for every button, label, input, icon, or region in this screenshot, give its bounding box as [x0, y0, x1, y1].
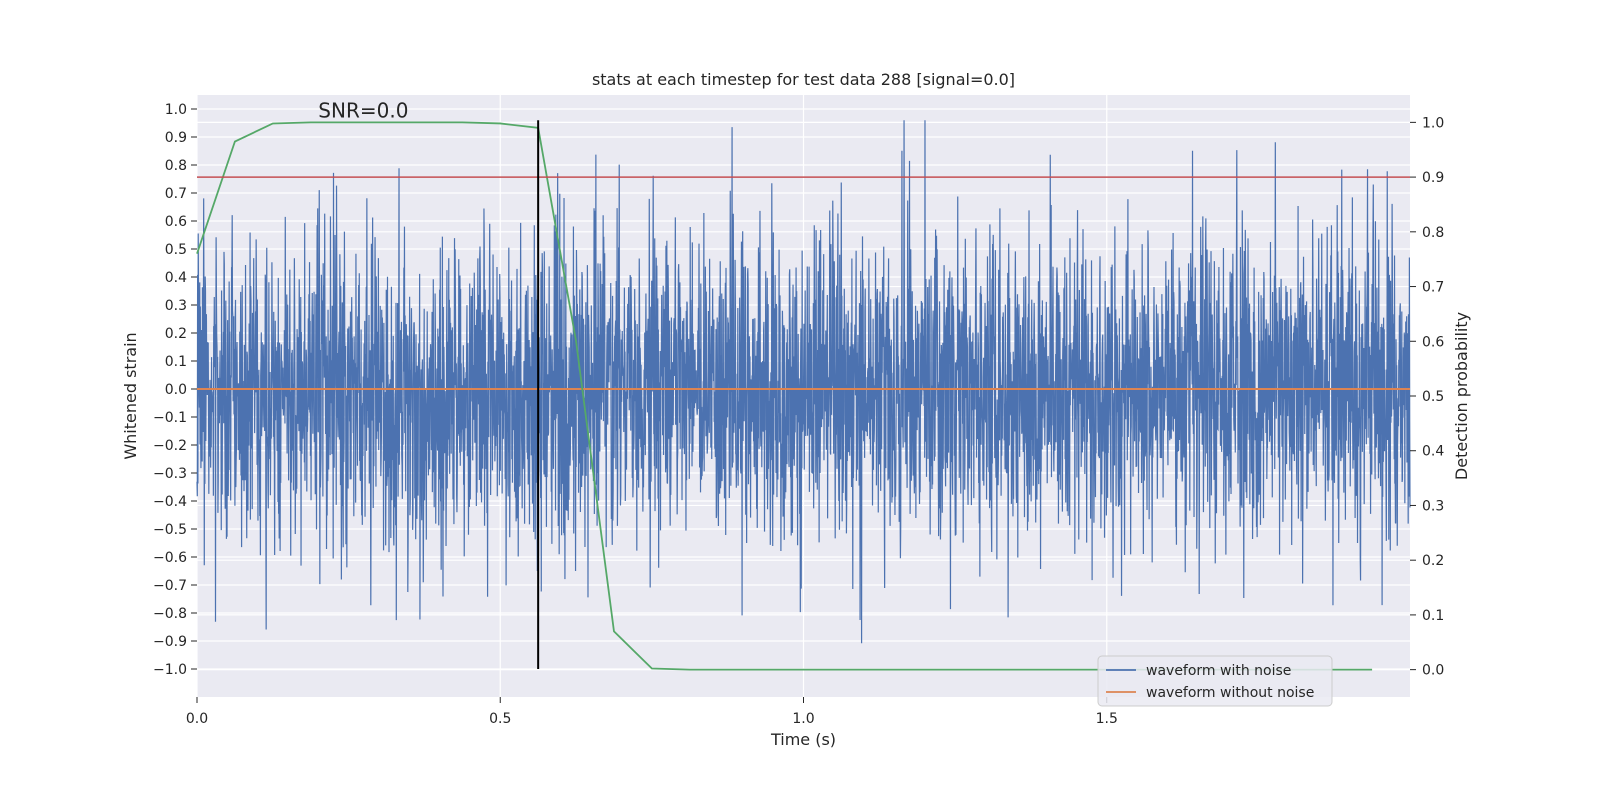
- y-tick-label: −0.9: [153, 634, 187, 650]
- y2-tick-label: 0.2: [1422, 553, 1444, 569]
- x-tick-label: 0.0: [186, 711, 208, 727]
- y2-tick-label: 0.8: [1422, 225, 1444, 241]
- y2-axis-label: Detection probability: [1452, 312, 1471, 480]
- y-tick-label: −0.8: [153, 606, 187, 622]
- y-tick-label: −0.6: [153, 550, 187, 566]
- y-axis-left: 1.0 0.9 0.8 0.7 0.6 0.5 0.4 0.3 0.2 0.1 0.0 −0.1 −0.…: [153, 102, 197, 678]
- y2-tick-label: 0.9: [1422, 170, 1444, 186]
- y-tick-label: −0.3: [153, 466, 187, 482]
- y-axis-right: 1.0 0.9 0.8 0.7 0.6 0.5 0.4 0.3 0.2 0.1 0.0: [1410, 115, 1444, 679]
- x-tick-label: 0.5: [489, 711, 511, 727]
- snr-annotation: SNR=0.0: [318, 98, 408, 122]
- y-axis-label: Whitened strain: [121, 332, 140, 459]
- legend-box: [1097, 655, 1333, 707]
- y-tick-label: 0.6: [165, 214, 187, 230]
- y-tick-label: 0.5: [165, 242, 187, 258]
- y-tick-label: 0.1: [165, 354, 187, 370]
- y-tick-label: 0.3: [165, 298, 187, 314]
- chart-title: stats at each timestep for test data 288…: [592, 70, 1015, 89]
- y-tick-label: 0.0: [165, 382, 187, 398]
- y2-tick-label: 0.3: [1422, 498, 1444, 514]
- y2-tick-label: 0.5: [1422, 389, 1444, 405]
- y2-tick-label: 0.1: [1422, 608, 1444, 624]
- y-tick-label: −0.1: [153, 410, 187, 426]
- y2-tick-label: 1.0: [1422, 115, 1444, 131]
- y-tick-label: 0.4: [165, 270, 187, 286]
- y-tick-label: −0.4: [153, 494, 187, 510]
- y2-tick-label: 0.7: [1422, 280, 1444, 296]
- y-tick-label: −0.2: [153, 438, 187, 454]
- y-tick-label: −1.0: [153, 662, 187, 678]
- y2-tick-label: 0.4: [1422, 444, 1444, 460]
- y2-tick-label: 0.0: [1422, 663, 1444, 679]
- y-tick-label: −0.7: [153, 578, 187, 594]
- series-waveform-with-noise: [196, 120, 1411, 644]
- legend-label: waveform without noise: [1146, 685, 1314, 701]
- y-tick-label: −0.5: [153, 522, 187, 538]
- y2-tick-label: 0.6: [1422, 334, 1444, 350]
- x-axis: 0.0 0.5 1.0 1.5: [186, 697, 1118, 727]
- y-tick-label: 0.9: [165, 130, 187, 146]
- x-tick-label: 1.5: [1096, 711, 1118, 727]
- x-tick-label: 1.0: [792, 711, 814, 727]
- y-tick-label: 0.8: [165, 158, 187, 174]
- y-tick-label: 1.0: [165, 102, 187, 118]
- y-tick-label: 0.7: [165, 186, 187, 202]
- legend-label: waveform with noise: [1146, 663, 1291, 679]
- x-axis-label: Time (s): [770, 730, 836, 749]
- legend: waveform with noise waveform without nois…: [1097, 655, 1333, 707]
- y-tick-label: 0.2: [165, 326, 187, 342]
